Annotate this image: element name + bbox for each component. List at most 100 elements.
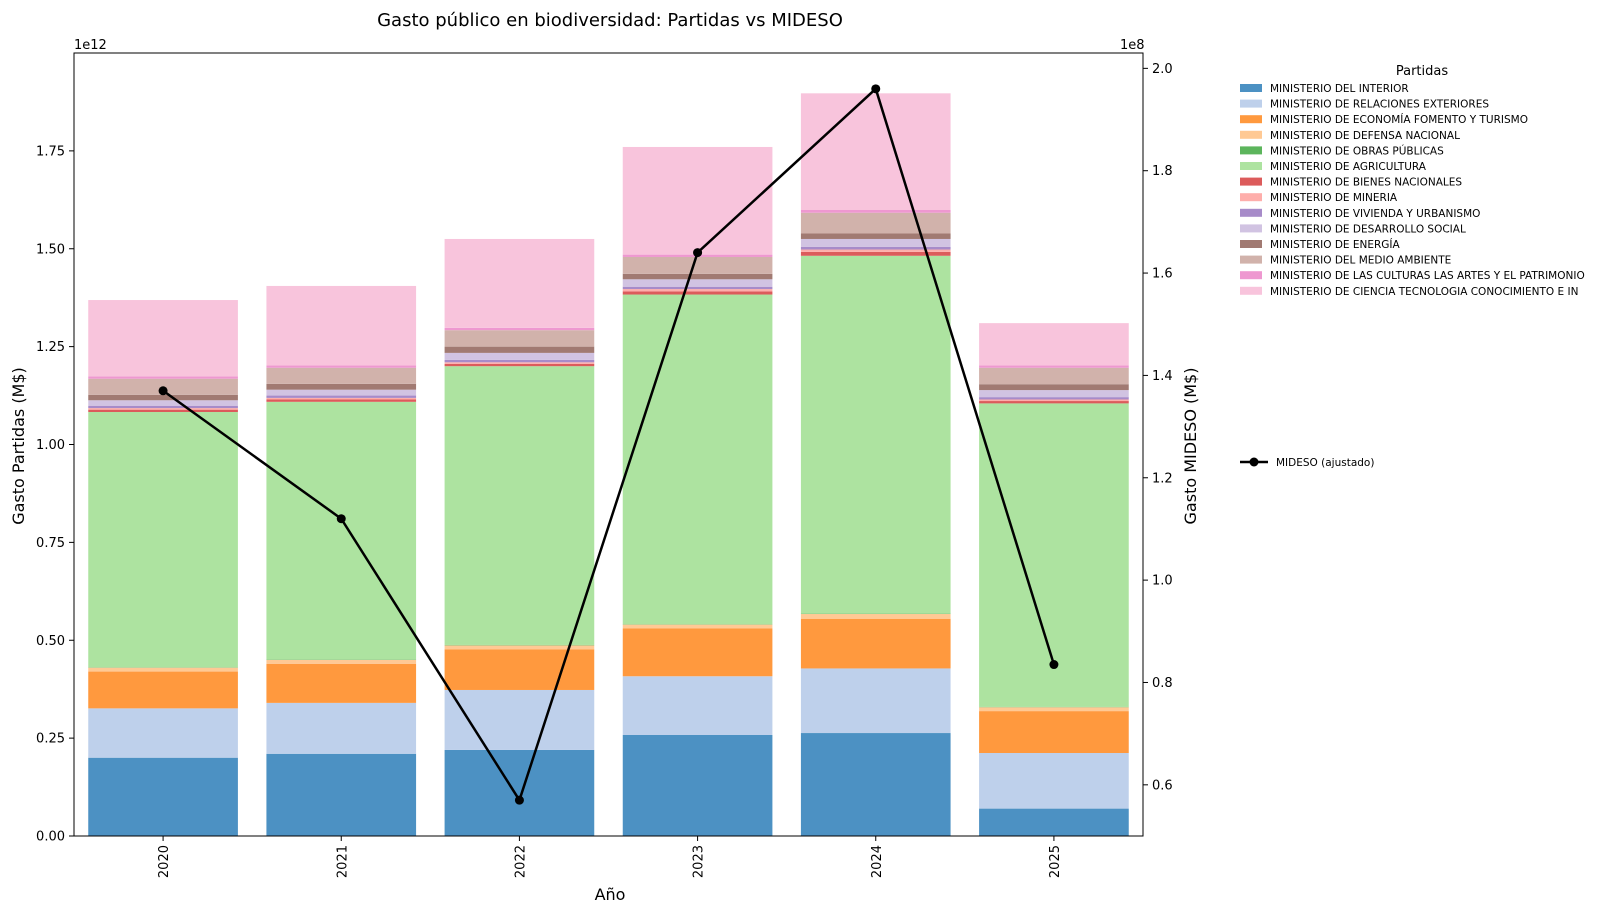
bar-segment-2023-0 xyxy=(622,734,773,836)
bar-segment-2021-12 xyxy=(266,365,417,368)
bar-segment-2024-12 xyxy=(800,209,951,213)
legend-label: MINISTERIO DE MINERIA xyxy=(1270,192,1398,204)
x-tick-label-2021: 2021 xyxy=(335,845,350,878)
bar-segment-2020-2 xyxy=(88,671,238,709)
bar-segment-2021-1 xyxy=(266,702,417,754)
line-group xyxy=(158,84,1059,805)
bar-segment-2024-10 xyxy=(800,233,951,239)
legend-swatch xyxy=(1240,255,1262,264)
bar-segment-2021-7 xyxy=(266,397,417,400)
legend-swatch xyxy=(1240,99,1262,108)
y2-tick-label: 0.6 xyxy=(1152,778,1173,793)
bar-segment-2020-10 xyxy=(88,394,238,401)
y2-tick-label: 0.8 xyxy=(1152,676,1173,691)
bar-segment-2025-12 xyxy=(979,365,1129,368)
bar-segment-2020-12 xyxy=(88,376,238,379)
bar-segment-2023-2 xyxy=(622,628,773,677)
bar-segment-2024-11 xyxy=(800,212,951,234)
bar-segment-2020-6 xyxy=(88,409,238,413)
legend-label: MINISTERIO DEL MEDIO AMBIENTE xyxy=(1270,255,1451,267)
bar-segment-2023-6 xyxy=(622,291,773,295)
y-tick-label: 1.75 xyxy=(36,144,65,159)
bar-segment-2025-10 xyxy=(979,384,1129,391)
bar-segment-2021-11 xyxy=(266,367,417,384)
bar-segment-2020-13 xyxy=(88,300,238,377)
bar-segment-2020-3 xyxy=(88,667,238,672)
x-tick-label-2025: 2025 xyxy=(1048,845,1063,878)
bar-segment-2023-1 xyxy=(622,676,773,735)
bar-segment-2020-8 xyxy=(88,405,238,409)
bar-segment-2025-11 xyxy=(979,367,1129,385)
bar-segment-2022-6 xyxy=(444,363,595,367)
mideso-point-2020 xyxy=(158,386,168,396)
bar-segment-2023-10 xyxy=(622,273,773,280)
legend-line-label: MIDESO (ajustado) xyxy=(1276,457,1374,469)
legend-label: MINISTERIO DE DESARROLLO SOCIAL xyxy=(1270,223,1466,235)
legend-swatch xyxy=(1240,130,1262,139)
bar-segment-2024-6 xyxy=(800,251,951,256)
bar-segment-2021-2 xyxy=(266,663,417,703)
bar-segment-2025-3 xyxy=(979,707,1129,712)
y2-tick-label: 1.2 xyxy=(1152,471,1173,486)
bar-segment-2024-2 xyxy=(800,618,951,669)
legend-swatch xyxy=(1240,224,1262,233)
mideso-line xyxy=(162,86,1056,804)
y2-tick-label: 1.4 xyxy=(1152,369,1173,384)
y2-tick-label: 1.8 xyxy=(1152,164,1173,179)
legend-swatch xyxy=(1240,271,1262,280)
bar-segment-2023-11 xyxy=(622,256,773,274)
bar-segment-2024-0 xyxy=(800,733,951,836)
bar-segment-2024-1 xyxy=(800,668,951,734)
mideso-point-2025 xyxy=(1049,660,1059,670)
bar-segment-2025-6 xyxy=(979,401,1129,404)
bar-segment-2022-9 xyxy=(444,352,595,360)
x-tick-label-2024: 2024 xyxy=(870,845,885,878)
x-tick-label-2023: 2023 xyxy=(692,845,707,878)
legend-swatch xyxy=(1240,115,1262,124)
y2-offset-text: 1e8 xyxy=(1120,38,1145,53)
y2-tick-label: 2.0 xyxy=(1152,62,1173,77)
bar-segment-2024-9 xyxy=(800,238,951,247)
legend-label: MINISTERIO DE AGRICULTURA xyxy=(1270,161,1427,173)
bar-segment-2022-0 xyxy=(444,749,595,836)
bar-segment-2021-8 xyxy=(266,395,417,398)
x-tick-label-2020: 2020 xyxy=(157,845,172,878)
y-tick-label: 0.00 xyxy=(36,830,65,845)
legend-swatch xyxy=(1240,146,1262,155)
bar-segment-2025-1 xyxy=(979,753,1129,809)
bar-segment-2025-2 xyxy=(979,711,1129,753)
bar-segment-2025-0 xyxy=(979,808,1129,836)
mideso-point-2024 xyxy=(871,84,881,94)
legend-label: MINISTERIO DE CIENCIA TECNOLOGIA CONOCIM… xyxy=(1270,286,1578,298)
y-tick-label: 0.75 xyxy=(36,536,65,551)
legend-swatch xyxy=(1240,162,1262,170)
y-offset-text: 1e12 xyxy=(74,38,107,53)
mideso-point-2023 xyxy=(693,248,703,258)
bar-segment-2025-9 xyxy=(979,390,1129,398)
bar-segment-2022-2 xyxy=(444,649,595,690)
bar-segment-2022-5 xyxy=(444,366,595,645)
legend-label: MINISTERIO DE RELACIONES EXTERIORES xyxy=(1270,99,1489,111)
bar-segment-2021-13 xyxy=(266,285,417,366)
bars-group xyxy=(88,93,1129,836)
bar-segment-2023-13 xyxy=(622,146,773,255)
legend: Partidas MINISTERIO DEL INTERIOR MINISTERI… xyxy=(1240,64,1585,469)
bar-segment-2022-7 xyxy=(444,362,595,364)
bar-segment-2024-3 xyxy=(800,614,951,619)
bar-segment-2024-8 xyxy=(800,246,951,250)
bar-segment-2025-5 xyxy=(979,403,1129,707)
bar-segment-2020-7 xyxy=(88,408,238,410)
bar-segment-2022-13 xyxy=(444,238,595,328)
bar-segment-2020-5 xyxy=(88,412,238,668)
bar-segment-2022-3 xyxy=(444,645,595,650)
axes-group: 0.00 0.25 0.50 0.75 1.00 1.25 1.50 1.75 0.6 0.8 1.… xyxy=(36,52,1173,878)
bar-segment-2021-3 xyxy=(266,659,417,664)
y-tick-label: 0.25 xyxy=(36,732,65,747)
y-axis-label: Gasto Partidas (M$) xyxy=(9,367,28,525)
bar-segment-2023-3 xyxy=(622,624,773,629)
legend-line-marker xyxy=(1249,457,1259,467)
x-axis-label: Año xyxy=(595,885,626,904)
bar-segment-2023-7 xyxy=(622,289,773,292)
legend-label: MINISTERIO DE ENERGÍA xyxy=(1270,238,1401,251)
